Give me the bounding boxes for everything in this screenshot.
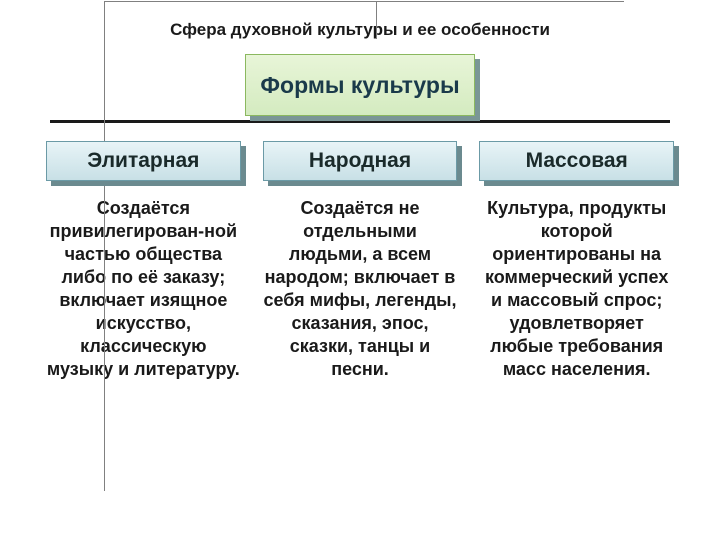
column-mass: Массовая Культура, продукты которой орие… <box>479 141 674 381</box>
frame-line-top <box>104 1 624 2</box>
column-heading-box: Массовая <box>479 141 674 181</box>
frame-line-mid <box>376 1 377 39</box>
column-description: Создаётся не отдельными людьми, а всем н… <box>263 197 458 381</box>
slide-title: Сфера духовной культуры и ее особенности <box>40 20 680 40</box>
column-description: Культура, продукты которой ориентированы… <box>479 197 674 381</box>
column-description: Создаётся привилегирован-ной частью обще… <box>46 197 241 381</box>
main-heading-label: Формы культуры <box>245 54 475 116</box>
column-heading-label: Массовая <box>479 141 674 181</box>
columns-row: Элитарная Создаётся привилегирован-ной ч… <box>40 141 680 381</box>
column-heading-label: Элитарная <box>46 141 241 181</box>
column-elite: Элитарная Создаётся привилегирован-ной ч… <box>46 141 241 381</box>
frame-line-left <box>104 1 105 491</box>
column-heading-box: Элитарная <box>46 141 241 181</box>
main-heading-wrap: Формы культуры <box>40 54 680 116</box>
column-heading-label: Народная <box>263 141 458 181</box>
column-folk: Народная Создаётся не отдельными людьми,… <box>263 141 458 381</box>
main-heading-box: Формы культуры <box>245 54 475 116</box>
column-heading-box: Народная <box>263 141 458 181</box>
slide-container: Сфера духовной культуры и ее особенности… <box>0 0 720 540</box>
